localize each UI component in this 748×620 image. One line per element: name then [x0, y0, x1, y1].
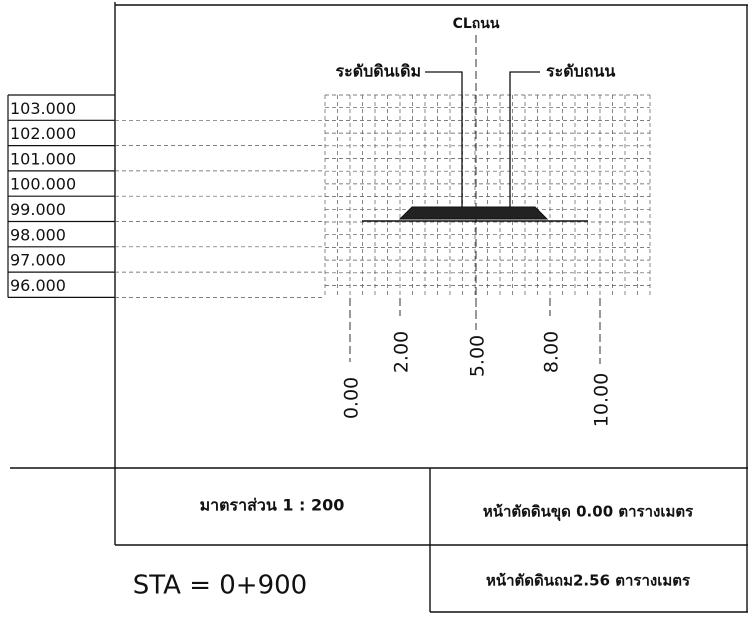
station: STA = 0+900 [133, 571, 307, 601]
grid [324, 94, 651, 298]
elevation-label: 96.000 [10, 276, 66, 295]
frame [10, 2, 748, 613]
cut-area: หน้าตัดดินขุด 0.00 ตารางเมตร [483, 503, 694, 522]
road-label: ระดับถนน [546, 62, 615, 81]
fill-area: หน้าตัดดินถม2.56 ตารางเมตร [486, 572, 691, 590]
centerline-label: CLถนน [453, 16, 500, 32]
scale: มาตราส่วน 1 : 200 [200, 496, 345, 515]
elevation-label: 97.000 [10, 251, 66, 270]
ground-leader [425, 71, 463, 207]
ground-label: ระดับดินเดิม [336, 62, 421, 81]
offset-label: 8.00 [541, 331, 563, 373]
elevation-label: 101.000 [10, 149, 76, 168]
offset-label: 0.00 [341, 377, 363, 419]
elevation-label: 100.000 [10, 175, 76, 194]
elevation-label: 103.000 [10, 99, 76, 118]
offset-label: 10.00 [591, 373, 613, 427]
road-section [398, 206, 549, 220]
elevation-label: 98.000 [10, 225, 66, 244]
road-leader [509, 71, 540, 207]
offset-label: 2.00 [391, 331, 413, 373]
offset-label: 5.00 [467, 335, 489, 377]
elevation-label: 102.000 [10, 124, 76, 143]
elevation-label: 99.000 [10, 200, 66, 219]
